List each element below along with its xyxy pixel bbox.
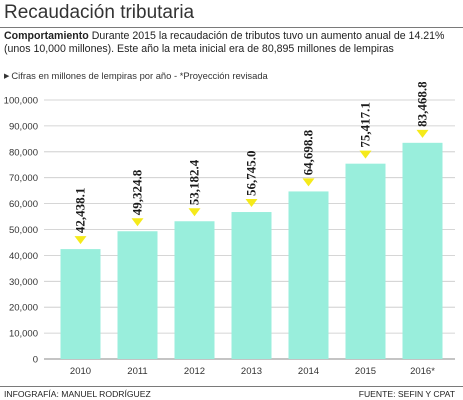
marker-triangle-icon	[131, 218, 144, 227]
data-label: 56,745.0	[244, 151, 259, 197]
triangle-bullet-icon: ▶	[4, 73, 10, 80]
data-label: 42,438.1	[73, 188, 88, 234]
bar	[345, 163, 386, 359]
data-label: 75,417.1	[358, 102, 373, 148]
bar	[117, 231, 158, 359]
y-tick-label: 40,000	[9, 251, 38, 262]
bar-chart: 0 10,000 20,000 30,000 40,000 50,000 60,000 70,…	[4, 82, 455, 377]
description-text: Durante 2015 la recaudación de tributos …	[4, 30, 445, 55]
units-note-text: Cifras en millones de lempiras por año -…	[11, 70, 268, 81]
x-tick-label: 2010	[70, 366, 91, 377]
bar	[402, 142, 443, 359]
x-tick-label: 2012	[184, 366, 205, 377]
bar	[231, 212, 272, 359]
marker-triangle-icon	[359, 150, 372, 159]
description: Comportamiento Durante 2015 la recaudaci…	[4, 30, 459, 56]
bar	[288, 191, 329, 359]
source: FUENTE: SEFIN Y CPAT	[358, 389, 455, 399]
footer-divider	[0, 386, 463, 387]
x-tick-label: 2015	[355, 366, 376, 377]
y-tick-label: 30,000	[9, 277, 38, 288]
y-tick-label: 0	[33, 355, 38, 366]
data-label: 83,468.8	[415, 82, 430, 127]
y-tick-label: 100,000	[4, 96, 38, 107]
description-lead: Comportamiento	[4, 30, 89, 42]
marker-triangle-icon	[302, 178, 315, 187]
data-label: 64,698.8	[301, 129, 316, 175]
marker-triangle-icon	[74, 236, 87, 245]
y-tick-label: 10,000	[9, 329, 38, 340]
y-tick-label: 70,000	[9, 173, 38, 184]
bar	[174, 221, 215, 359]
y-tick-label: 80,000	[9, 147, 38, 158]
chart-title: Recaudación tributaria	[4, 2, 195, 23]
marker-triangle-icon	[245, 199, 258, 208]
marker-triangle-icon	[416, 129, 429, 138]
x-tick-label: 2016*	[410, 366, 435, 377]
x-tick-label: 2013	[241, 366, 262, 377]
units-note: ▶ Cifras en millones de lempiras por año …	[4, 70, 268, 81]
x-tick-label: 2014	[298, 366, 319, 377]
marker-triangle-icon	[188, 208, 201, 217]
y-tick-label: 90,000	[9, 121, 38, 132]
bar	[60, 249, 101, 359]
credit: INFOGRAFÍA: MANUEL RODRÍGUEZ	[4, 389, 151, 399]
data-label: 53,182.4	[187, 159, 202, 205]
x-tick-label: 2011	[127, 366, 147, 377]
y-tick-label: 50,000	[9, 225, 38, 236]
y-tick-label: 60,000	[9, 199, 38, 210]
data-label: 49,324.8	[130, 169, 145, 215]
title-divider	[0, 27, 463, 28]
y-tick-label: 20,000	[9, 303, 38, 314]
